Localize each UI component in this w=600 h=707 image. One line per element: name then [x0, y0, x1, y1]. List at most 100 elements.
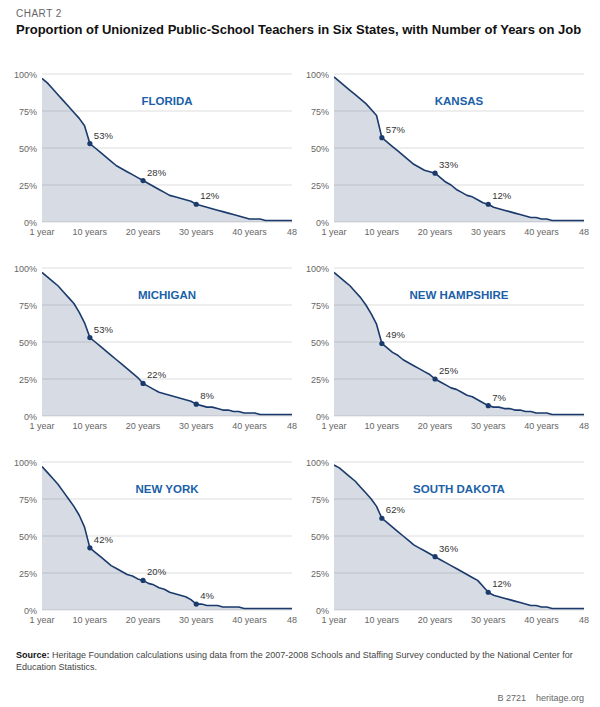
x-tick-label: 30 years [179, 421, 214, 431]
x-tick-label: 48 [287, 227, 297, 237]
data-group [42, 78, 292, 222]
y-tick-label: 25% [311, 375, 329, 385]
x-tick-label: 20 years [418, 227, 453, 237]
x-tick-label: 1 year [29, 227, 54, 237]
chart-label: CHART 2 [16, 8, 584, 19]
annotation-dot [486, 202, 491, 207]
x-tick-label: 48 [579, 615, 589, 625]
annotation-dot [194, 601, 199, 606]
y-tick-label: 25% [311, 569, 329, 579]
panel: 0%25%50%75%100%1 year10 years20 years30 … [306, 458, 589, 626]
annotation-dot [432, 171, 437, 176]
x-tick-label: 20 years [126, 227, 161, 237]
panel: 0%25%50%75%100%1 year10 years20 years30 … [306, 264, 589, 432]
line [334, 465, 584, 609]
annotation-label: 53% [94, 130, 114, 141]
y-tick-label: 50% [19, 338, 37, 348]
y-tick-label: 50% [311, 532, 329, 542]
y-tick-label: 75% [311, 301, 329, 311]
area [42, 466, 292, 610]
annotation-dot [140, 578, 145, 583]
grid-line [42, 74, 292, 75]
annotation-dot [87, 141, 92, 146]
y-tick-label: 100% [306, 70, 329, 80]
y-tick-label: 0% [316, 606, 329, 616]
annotation-label: 4% [200, 590, 214, 601]
y-tick-label: 50% [311, 144, 329, 154]
x-tick-label: 20 years [418, 421, 453, 431]
data-group [42, 466, 292, 610]
y-tick-label: 100% [306, 458, 329, 468]
y-tick-label: 25% [19, 569, 37, 579]
area [334, 272, 584, 416]
data-group [334, 77, 584, 222]
annotation-label: 42% [94, 534, 114, 545]
line [42, 78, 292, 220]
grid-line [42, 111, 292, 112]
annotation-dot [432, 376, 437, 381]
line [42, 466, 292, 608]
x-tick-label: 48 [579, 227, 589, 237]
plots: 0% 25% 50% 75% 100% 1 year 10 years 20 years 30 … [0, 62, 600, 646]
y-tick-label: 75% [19, 107, 37, 117]
x-tick-label: 1 year [321, 615, 346, 625]
x-tick-label: 10 years [73, 421, 108, 431]
y-tick-label: 100% [14, 458, 37, 468]
x-tick-label: 40 years [232, 227, 267, 237]
x-tick-label: 30 years [471, 227, 506, 237]
x-tick-label: 40 years [232, 421, 267, 431]
grid-line [42, 499, 292, 500]
x-tick-label: 48 [287, 421, 297, 431]
y-tick-label: 0% [24, 606, 37, 616]
annotation-label: 57% [386, 124, 406, 135]
y-tick-label: 25% [19, 375, 37, 385]
x-tick-label: 10 years [73, 615, 108, 625]
annotation-dot [486, 403, 491, 408]
x-tick-label: 48 [287, 615, 297, 625]
x-tick-label: 1 year [29, 421, 54, 431]
annotation-dot [140, 381, 145, 386]
annotation-dot [379, 516, 384, 521]
y-tick-label: 50% [19, 532, 37, 542]
panel-title: FLORIDA [141, 95, 192, 107]
x-tick-label: 1 year [29, 615, 54, 625]
title: Proportion of Unionized Public-School Te… [16, 22, 584, 38]
y-tick-label: 100% [14, 264, 37, 274]
y-tick-label: 50% [311, 338, 329, 348]
x-tick-label: 20 years [126, 421, 161, 431]
annotation-dot [140, 178, 145, 183]
annotation-dot [432, 554, 437, 559]
annotation-label: 12% [492, 578, 512, 589]
source-text: Heritage Foundation calculations using d… [16, 650, 573, 672]
y-tick-label: 75% [311, 107, 329, 117]
annotation-label: 12% [492, 190, 512, 201]
x-tick-label: 40 years [524, 227, 559, 237]
annotation-label: 28% [147, 167, 167, 178]
panel-title: NEW YORK [135, 483, 199, 495]
grid-line [42, 462, 292, 463]
y-tick-label: 25% [311, 181, 329, 191]
x-tick-label: 1 year [321, 421, 346, 431]
x-tick-label: 40 years [524, 421, 559, 431]
annotation-dot [194, 202, 199, 207]
area [42, 78, 292, 222]
line [334, 77, 584, 221]
y-tick-label: 0% [24, 412, 37, 422]
x-tick-label: 40 years [232, 615, 267, 625]
panel: 0%25%50%75%100%1 year10 years20 years30 … [306, 70, 589, 238]
x-tick-label: 20 years [126, 615, 161, 625]
x-tick-label: 10 years [365, 421, 400, 431]
x-tick-label: 20 years [418, 615, 453, 625]
grid-line [42, 268, 292, 269]
panel: 0%25%50%75%100%1 year10 years20 years30 … [14, 458, 297, 626]
area [334, 465, 584, 610]
x-tick-label: 30 years [471, 421, 506, 431]
x-tick-label: 10 years [365, 615, 400, 625]
panel: 0%25%50%75%100%1 year10 years20 years30 … [14, 70, 297, 238]
data-group [334, 465, 584, 610]
panel-title: KANSAS [435, 95, 484, 107]
annotation-label: 20% [147, 566, 167, 577]
y-tick-label: 100% [306, 264, 329, 274]
y-tick-label: 25% [19, 181, 37, 191]
grid-line [334, 268, 584, 269]
